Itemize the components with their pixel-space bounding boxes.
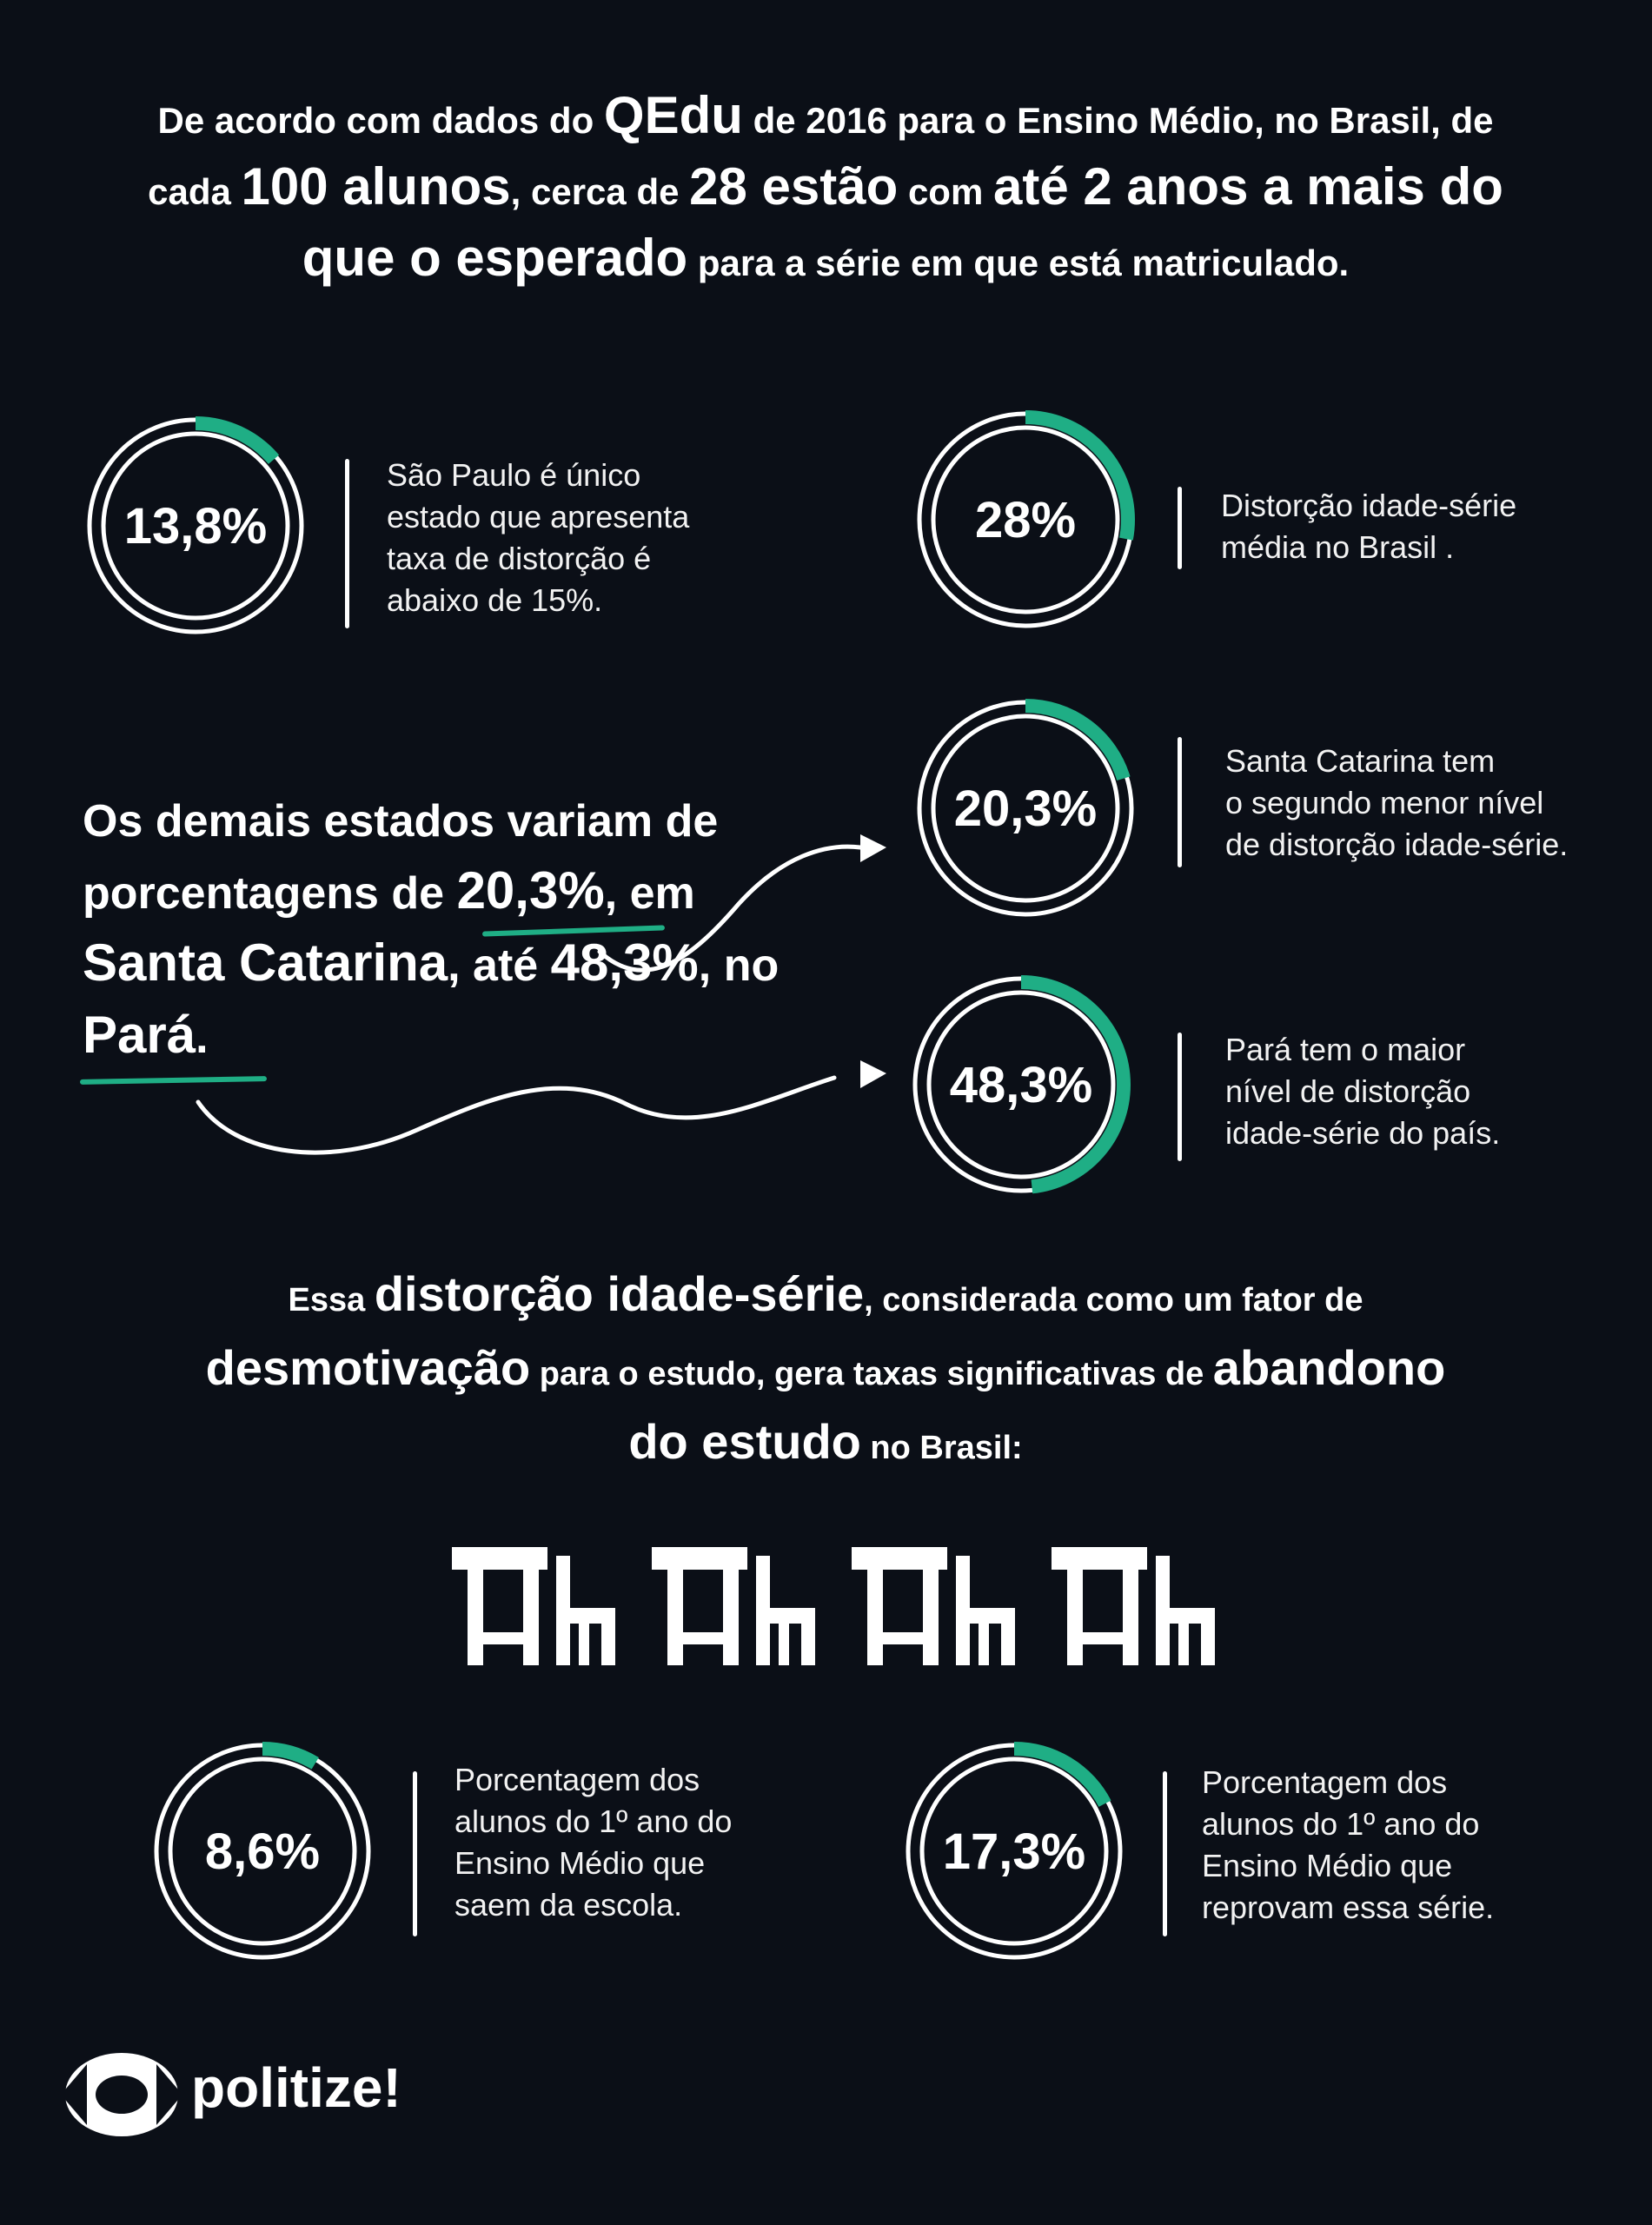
intro-text: com xyxy=(898,171,993,212)
ring-progress xyxy=(905,1742,1124,1961)
stat-value: 20,3% xyxy=(953,780,1098,837)
stat-value: 48,3% xyxy=(949,1056,1093,1113)
ring-progress xyxy=(912,975,1131,1194)
arrowhead-sc xyxy=(860,834,886,862)
state-sc: Santa Catarina xyxy=(83,933,448,992)
ring-gauge xyxy=(916,699,1135,918)
intro-text: , cerca de xyxy=(510,171,690,212)
divider xyxy=(345,459,349,628)
divider xyxy=(1178,487,1182,569)
intro-paragraph: De acordo com dados do QEdu de 2016 para… xyxy=(130,83,1521,296)
ring-progress xyxy=(916,410,1135,629)
stat-ring-abandono: 8,6% xyxy=(149,1738,375,1964)
divider xyxy=(1178,1033,1182,1161)
value-sc: 20,3% xyxy=(456,861,605,920)
stat-text-para: Pará tem o maior nível de distorção idad… xyxy=(1225,1032,1501,1151)
intro-text: de 2016 para o Ensino Médio, no Brasil, … xyxy=(148,100,1494,212)
ring-gauge xyxy=(905,1742,1124,1961)
divider xyxy=(1178,737,1182,867)
stat-text-sc: Santa Catarina tem o segundo menor nível… xyxy=(1225,743,1569,862)
states-range-text: Os demais estados variam de porcentagens… xyxy=(83,796,780,1064)
stat-text-abandono: Porcentagem dos alunos do 1º ano do Ensi… xyxy=(454,1762,733,1923)
stat-ring-para: 48,3% xyxy=(908,972,1134,1198)
ring-gauge xyxy=(153,1742,372,1961)
divider xyxy=(413,1771,417,1936)
arrow-sc xyxy=(597,844,863,973)
politize-logo-text: politize! xyxy=(191,2056,401,2119)
stat-text-sp: São Paulo é único estado que apresenta t… xyxy=(387,457,690,618)
chair-icon xyxy=(1156,1556,1215,1665)
desk-icon xyxy=(1052,1547,1147,1665)
desk-icon xyxy=(452,1547,547,1665)
ring-progress xyxy=(86,416,305,635)
ring-gauge xyxy=(86,416,305,635)
ring-inner xyxy=(919,1757,1109,1946)
intro-estao: 28 estão xyxy=(689,157,899,216)
ring-progress xyxy=(153,1742,372,1961)
term-distorcao: distorção idade-série xyxy=(374,1266,865,1321)
ring-progress xyxy=(916,699,1135,918)
desks-chairs-illustration xyxy=(452,1547,1215,1665)
ring-inner xyxy=(931,714,1120,903)
stat-value: 13,8% xyxy=(123,497,268,555)
desk-icon xyxy=(852,1547,947,1665)
stat-ring-reprova: 17,3% xyxy=(901,1738,1127,1964)
intro-alunos: 100 alunos xyxy=(241,157,511,216)
politize-logo-icon xyxy=(61,2053,182,2136)
intro-text: para a série em que está matriculado. xyxy=(687,242,1350,283)
intro-qedu: QEdu xyxy=(603,86,743,144)
intro-text: De acordo com dados do xyxy=(157,100,604,141)
divider xyxy=(1163,1771,1167,1936)
stat-value: 28% xyxy=(974,491,1077,548)
stat-text-brasil: Distorção idade-série média no Brasil . xyxy=(1221,488,1517,565)
term-abandono: abandono do estudo xyxy=(628,1340,1446,1469)
term-desmotivacao: desmotivação xyxy=(205,1340,531,1395)
chair-icon xyxy=(956,1556,1015,1665)
arrowhead-pa xyxy=(860,1060,886,1088)
chair-icon xyxy=(756,1556,815,1665)
ring-inner xyxy=(168,1757,357,1946)
abandono-paragraph: Essa distorção idade-série, considerada … xyxy=(205,1266,1446,1469)
ring-inner xyxy=(101,431,290,621)
ring-gauge xyxy=(912,975,1131,1194)
state-pa: Pará xyxy=(83,1006,196,1064)
intro-anos: até 2 anos a mais do que o esperado xyxy=(302,157,1503,287)
ring-gauge xyxy=(916,410,1135,629)
stat-value: 8,6% xyxy=(204,1823,321,1880)
arrow-pa xyxy=(196,1075,837,1155)
stat-ring-sp: 13,8% xyxy=(83,413,309,639)
stat-text-reprova: Porcentagem dos alunos do 1º ano do Ensi… xyxy=(1202,1764,1495,1925)
stat-value: 17,3% xyxy=(942,1823,1086,1880)
desk-icon xyxy=(652,1547,747,1665)
ring-inner xyxy=(926,990,1116,1179)
ring-inner xyxy=(931,425,1120,614)
chair-icon xyxy=(556,1556,615,1665)
stat-ring-brasil: 28% xyxy=(912,407,1138,633)
stat-ring-sc: 20,3% xyxy=(912,695,1138,921)
